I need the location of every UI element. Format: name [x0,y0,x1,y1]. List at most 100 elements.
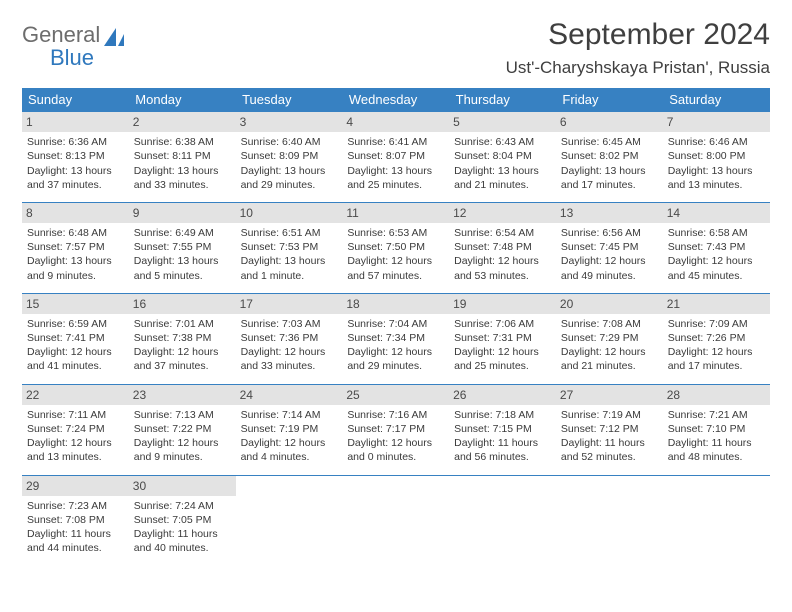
sunrise-line: Sunrise: 6:54 AM [454,226,551,240]
daylight-line: Daylight: 12 hours and 29 minutes. [347,345,444,373]
sunrise-line: Sunrise: 6:56 AM [561,226,658,240]
day-number: 25 [342,385,449,405]
calendar-day-cell: 25Sunrise: 7:16 AMSunset: 7:17 PMDayligh… [342,384,449,475]
calendar-day-cell: 4 Sunrise: 6:41 AMSunset: 8:07 PMDaylight… [342,112,449,203]
calendar-body: 1Sunrise: 6:36 AMSunset: 8:13 PMDaylight… [22,112,770,566]
day-number: 8 [22,203,129,223]
sunset-line: Sunset: 8:07 PM [347,149,444,163]
day-number: 4 [342,112,449,132]
location: Ust'-Charyshskaya Pristan', Russia [506,58,770,78]
calendar-day-cell: 18Sunrise: 7:04 AMSunset: 7:34 PMDayligh… [342,293,449,384]
calendar-day-cell: 1Sunrise: 6:36 AMSunset: 8:13 PMDaylight… [22,112,129,203]
day-number: 16 [129,294,236,314]
sunset-line: Sunset: 7:36 PM [241,331,338,345]
daylight-line: Daylight: 13 hours and 25 minutes. [347,164,444,192]
sunrise-line: Sunrise: 7:21 AM [668,408,765,422]
daylight-line: Daylight: 11 hours and 48 minutes. [668,436,765,464]
sunset-line: Sunset: 8:11 PM [134,149,231,163]
daylight-line: Daylight: 12 hours and 57 minutes. [347,254,444,282]
daylight-line: Daylight: 13 hours and 37 minutes. [27,164,124,192]
sunset-line: Sunset: 8:13 PM [27,149,124,163]
calendar-day-cell: 30Sunrise: 7:24 AMSunset: 7:05 PMDayligh… [129,475,236,565]
sunset-line: Sunset: 7:10 PM [668,422,765,436]
logo-sail-icon [102,26,128,53]
calendar-day-cell: 14Sunrise: 6:58 AMSunset: 7:43 PMDayligh… [663,202,770,293]
sunrise-line: Sunrise: 7:23 AM [27,499,124,513]
day-number: 5 [449,112,556,132]
sunset-line: Sunset: 7:22 PM [134,422,231,436]
sunrise-line: Sunrise: 6:41 AM [347,135,444,149]
day-number: 11 [342,203,449,223]
day-number: 13 [556,203,663,223]
day-number: 12 [449,203,556,223]
daylight-line: Daylight: 12 hours and 53 minutes. [454,254,551,282]
daylight-line: Daylight: 12 hours and 49 minutes. [561,254,658,282]
sunset-line: Sunset: 7:17 PM [347,422,444,436]
day-header-row: SundayMondayTuesdayWednesdayThursdayFrid… [22,88,770,112]
day-number: 22 [22,385,129,405]
day-number: 29 [22,476,129,496]
daylight-line: Daylight: 12 hours and 13 minutes. [27,436,124,464]
day-header: Sunday [22,88,129,112]
day-number: 2 [129,112,236,132]
header: General Blue September 2024 Ust'-Charysh… [22,18,770,78]
sunset-line: Sunset: 7:08 PM [27,513,124,527]
sunset-line: Sunset: 7:55 PM [134,240,231,254]
calendar-day-cell: 6Sunrise: 6:45 AMSunset: 8:02 PMDaylight… [556,112,663,203]
calendar-day-cell: 21Sunrise: 7:09 AMSunset: 7:26 PMDayligh… [663,293,770,384]
daylight-line: Daylight: 12 hours and 17 minutes. [668,345,765,373]
calendar-day-cell: 7Sunrise: 6:46 AMSunset: 8:00 PMDaylight… [663,112,770,203]
calendar-day-cell: 22Sunrise: 7:11 AMSunset: 7:24 PMDayligh… [22,384,129,475]
title-block: September 2024 Ust'-Charyshskaya Pristan… [506,18,770,78]
daylight-line: Daylight: 13 hours and 1 minute. [241,254,338,282]
calendar-day-cell [556,475,663,565]
calendar-day-cell: 20Sunrise: 7:08 AMSunset: 7:29 PMDayligh… [556,293,663,384]
logo-word-blue: Blue [50,47,100,69]
day-number: 7 [663,112,770,132]
sunrise-line: Sunrise: 7:11 AM [27,408,124,422]
day-header: Saturday [663,88,770,112]
sunrise-line: Sunrise: 6:59 AM [27,317,124,331]
daylight-line: Daylight: 12 hours and 9 minutes. [134,436,231,464]
calendar-day-cell: 5Sunrise: 6:43 AMSunset: 8:04 PMDaylight… [449,112,556,203]
sunrise-line: Sunrise: 6:46 AM [668,135,765,149]
sunrise-line: Sunrise: 6:51 AM [241,226,338,240]
day-number: 6 [556,112,663,132]
day-number: 28 [663,385,770,405]
sunrise-line: Sunrise: 6:43 AM [454,135,551,149]
calendar-day-cell: 27Sunrise: 7:19 AMSunset: 7:12 PMDayligh… [556,384,663,475]
sunrise-line: Sunrise: 7:18 AM [454,408,551,422]
calendar-day-cell [342,475,449,565]
calendar-day-cell [236,475,343,565]
daylight-line: Daylight: 13 hours and 17 minutes. [561,164,658,192]
day-number: 19 [449,294,556,314]
daylight-line: Daylight: 12 hours and 0 minutes. [347,436,444,464]
day-header: Tuesday [236,88,343,112]
sunrise-line: Sunrise: 6:49 AM [134,226,231,240]
sunrise-line: Sunrise: 7:19 AM [561,408,658,422]
day-number: 20 [556,294,663,314]
daylight-line: Daylight: 12 hours and 25 minutes. [454,345,551,373]
day-number: 26 [449,385,556,405]
sunrise-line: Sunrise: 7:24 AM [134,499,231,513]
sunrise-line: Sunrise: 6:40 AM [241,135,338,149]
daylight-line: Daylight: 13 hours and 29 minutes. [241,164,338,192]
sunrise-line: Sunrise: 7:14 AM [241,408,338,422]
calendar-day-cell: 11Sunrise: 6:53 AMSunset: 7:50 PMDayligh… [342,202,449,293]
daylight-line: Daylight: 11 hours and 44 minutes. [27,527,124,555]
calendar-day-cell: 23 Sunrise: 7:13 AMSunset: 7:22 PMDayligh… [129,384,236,475]
sunrise-line: Sunrise: 6:36 AM [27,135,124,149]
logo: General Blue [22,18,128,69]
sunrise-line: Sunrise: 7:08 AM [561,317,658,331]
calendar-day-cell: 15Sunrise: 6:59 AMSunset: 7:41 PMDayligh… [22,293,129,384]
sunset-line: Sunset: 7:29 PM [561,331,658,345]
day-number: 3 [236,112,343,132]
day-number: 10 [236,203,343,223]
daylight-line: Daylight: 13 hours and 21 minutes. [454,164,551,192]
sunset-line: Sunset: 7:15 PM [454,422,551,436]
sunrise-line: Sunrise: 7:13 AM [134,408,231,422]
calendar-day-cell: 29 Sunrise: 7:23 AMSunset: 7:08 PMDayligh… [22,475,129,565]
daylight-line: Daylight: 12 hours and 41 minutes. [27,345,124,373]
day-number: 23 [129,385,236,405]
daylight-line: Daylight: 12 hours and 4 minutes. [241,436,338,464]
